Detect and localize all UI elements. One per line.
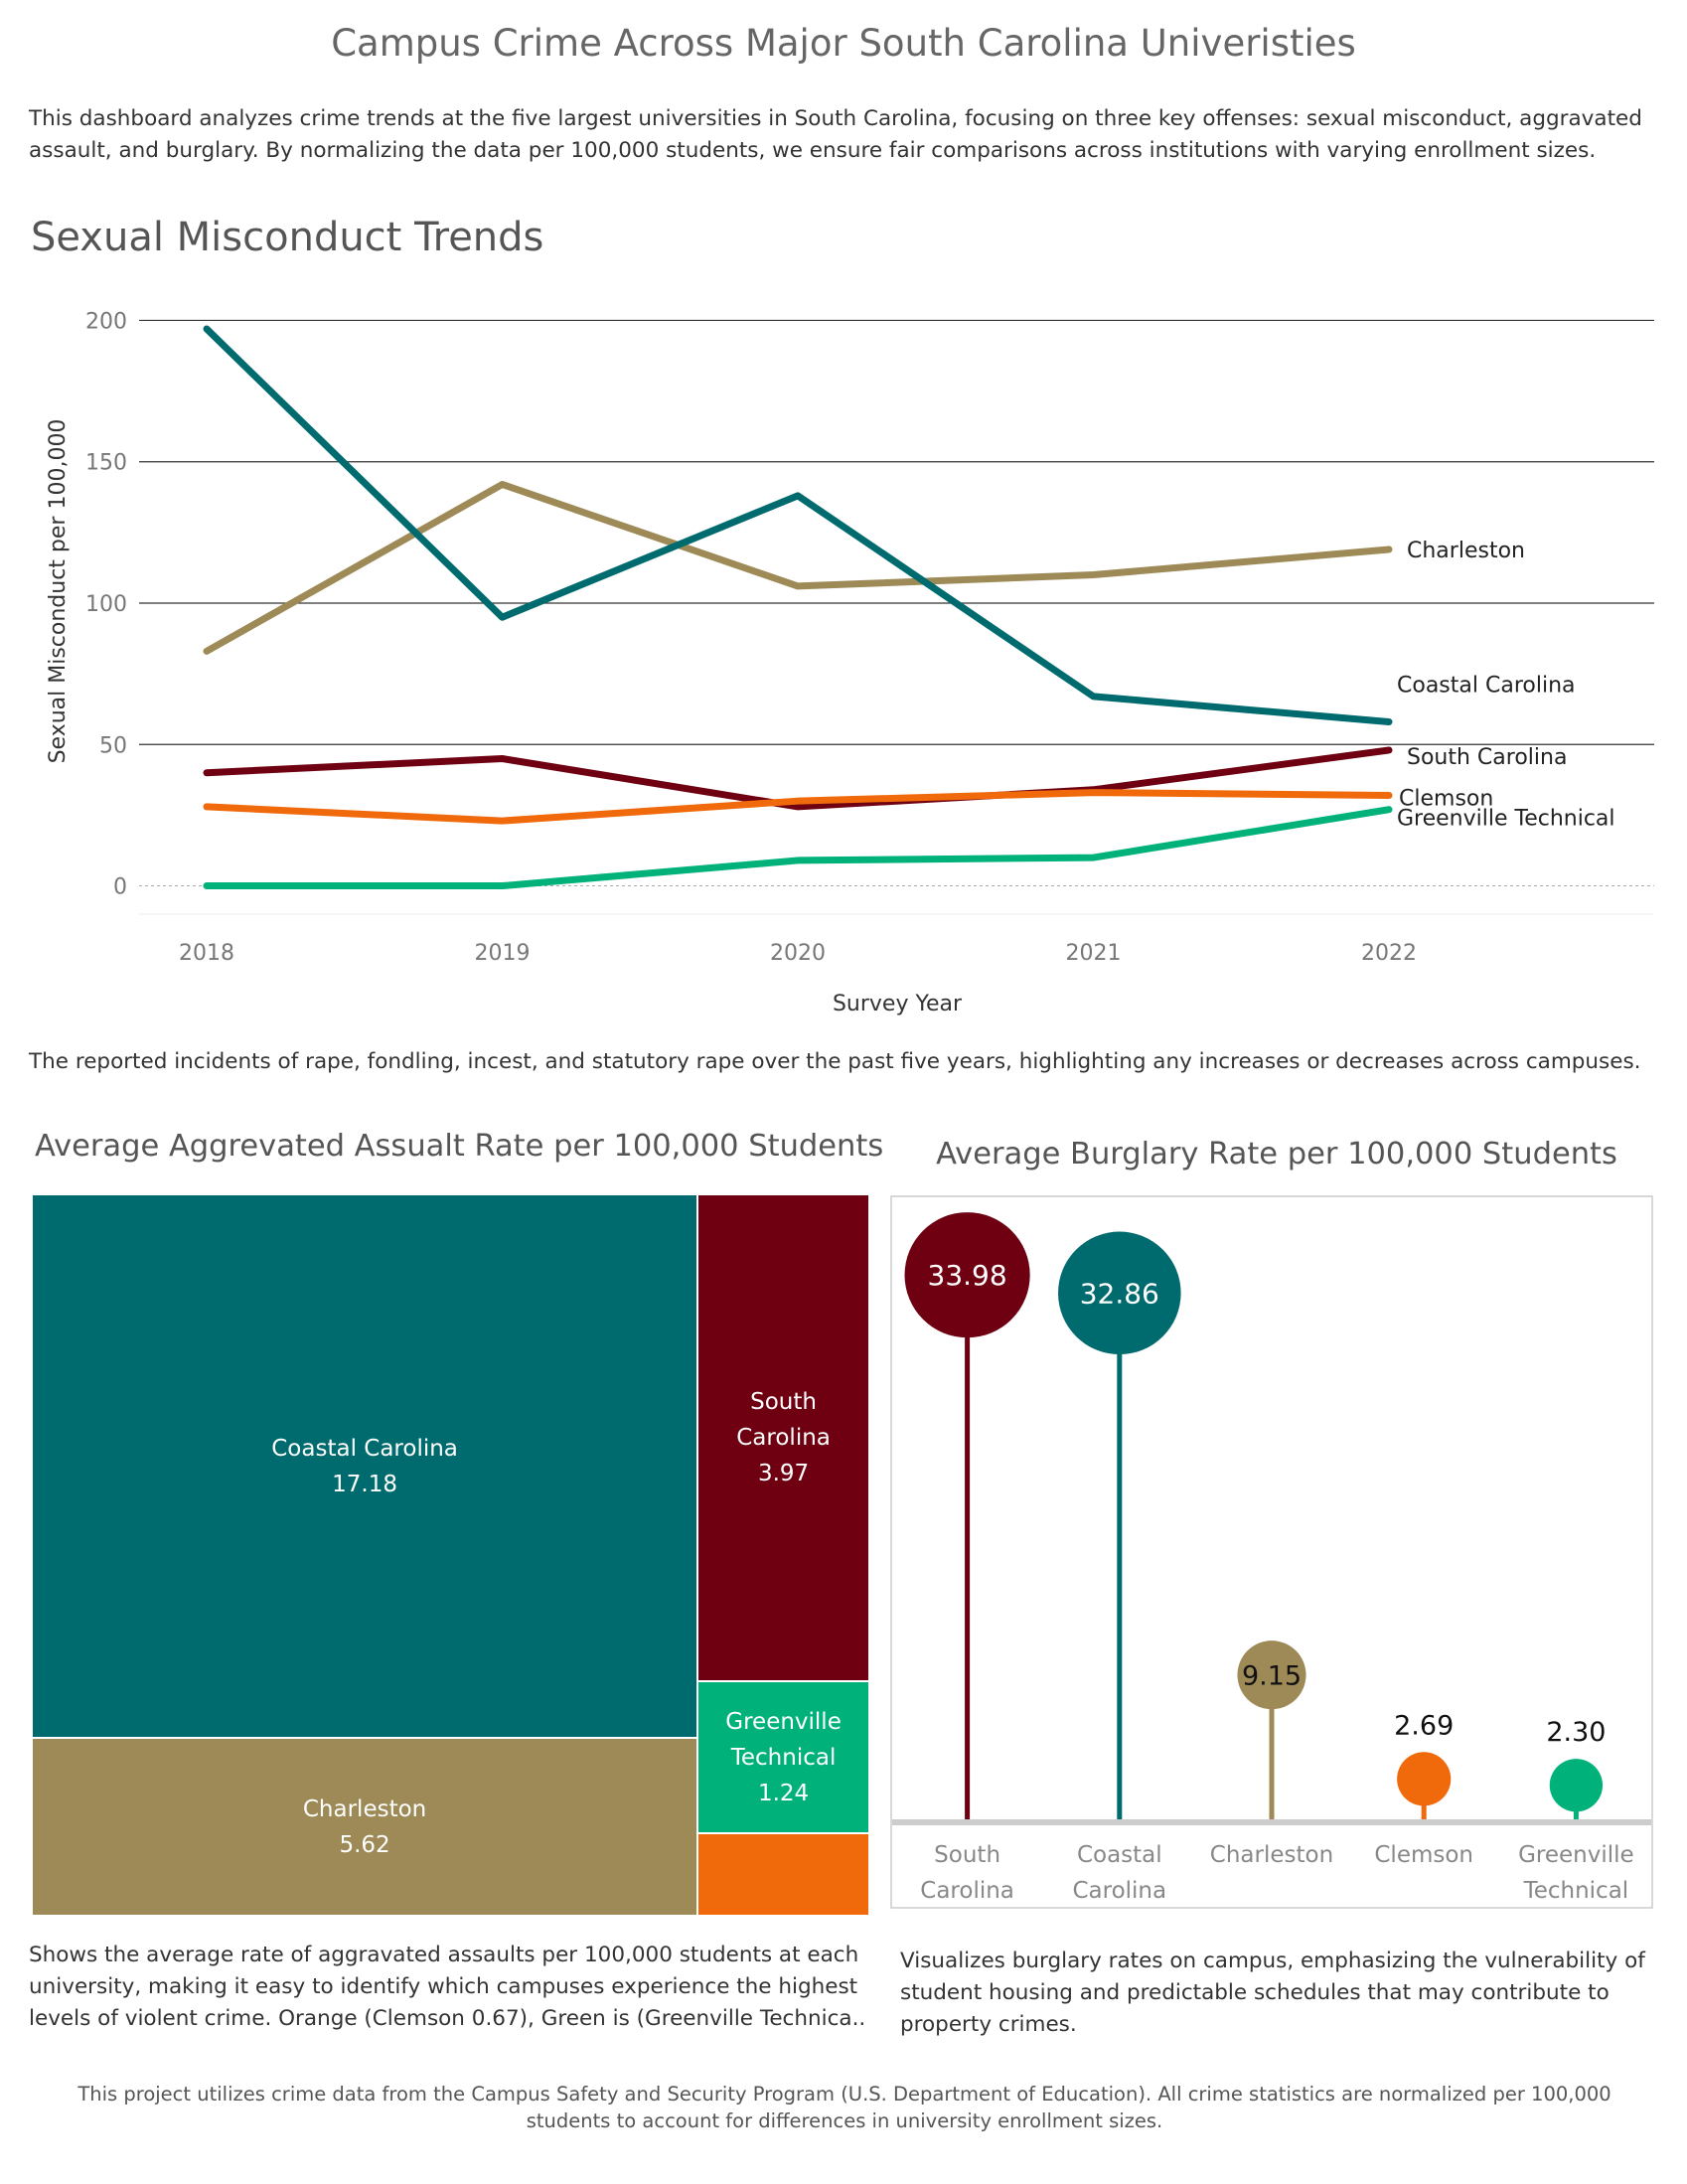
treemap-tile-greenville-technical: Greenville Technical 1.24 xyxy=(697,1681,869,1834)
category-label-greenville-technical: Greenville xyxy=(1518,1842,1634,1868)
treemap-tile-clemson xyxy=(697,1833,869,1916)
x-tick-label: 2021 xyxy=(1066,941,1122,966)
lollipop-value-charleston: 9.15 xyxy=(1242,1661,1302,1692)
y-tick-label: 50 xyxy=(99,733,127,758)
footer-note: This project utilizes crime data from th… xyxy=(77,2083,1611,2132)
aggravated-assault-treemap: Coastal Carolina 17.18 Charleston 5.62 South… xyxy=(32,1194,869,1916)
sexual-misconduct-line-chart: 0 50 100 150 200 2018 2019 2020 2021 2022 Survey Y… xyxy=(46,309,1654,1016)
treemap-label: Carolina xyxy=(736,1425,831,1452)
treemap-title: Average Aggrevated Assualt Rate per 100,… xyxy=(35,1129,884,1164)
series-line-coastal-carolina xyxy=(203,325,1393,726)
line-chart-caption: The reported incidents of rape, fondling… xyxy=(29,1049,1641,1074)
series-line-clemson xyxy=(203,789,1393,825)
x-tick-label: 2022 xyxy=(1361,941,1417,966)
category-label-clemson: Clemson xyxy=(1374,1842,1473,1868)
series-line-greenville-technical xyxy=(203,806,1393,890)
lollipop-value-clemson: 2.69 xyxy=(1394,1710,1454,1741)
treemap-label: South xyxy=(750,1389,817,1416)
treemap-label: Charleston xyxy=(302,1795,427,1822)
series-line-charleston xyxy=(203,480,1393,655)
y-tick-label: 100 xyxy=(85,592,127,617)
y-tick-label: 200 xyxy=(85,309,127,334)
treemap-label: Coastal Carolina xyxy=(271,1435,458,1462)
series-label-charleston: Charleston xyxy=(1407,539,1525,563)
lollipop-head-greenville-technical xyxy=(1549,1759,1604,1812)
series-label-clemson: Clemson xyxy=(1399,786,1493,811)
x-tick-label: 2020 xyxy=(770,941,826,966)
category-label-coastal-carolina: Coastal xyxy=(1077,1842,1162,1868)
lollipop-caption: Visualizes burglary rates on campus, emp… xyxy=(900,1949,1645,2037)
treemap-label: Technical xyxy=(730,1744,837,1771)
series-label-greenville-technical: Greenville Technical xyxy=(1397,807,1615,832)
lollipop-head-clemson xyxy=(1397,1752,1452,1806)
dashboard-title: Campus Crime Across Major South Carolina… xyxy=(331,22,1356,65)
lollipop-head-coastal-carolina xyxy=(1058,1231,1181,1355)
treemap-tile-charleston: Charleston 5.62 xyxy=(32,1738,698,1916)
y-tick-label: 150 xyxy=(85,451,127,476)
category-label-charleston: Charleston xyxy=(1210,1842,1333,1868)
y-axis-title: Sexual Misconduct per 100,000 xyxy=(46,419,71,764)
x-axis-title: Survey Year xyxy=(833,992,963,1016)
treemap-value: 1.24 xyxy=(757,1780,810,1806)
category-label-coastal-carolina: Carolina xyxy=(1072,1878,1166,1904)
x-tick-label: 2019 xyxy=(475,941,531,966)
treemap-value: 17.18 xyxy=(332,1471,397,1497)
line-chart-title: Sexual Misconduct Trends xyxy=(31,215,544,260)
lollipop-head-charleston xyxy=(1237,1640,1306,1710)
series-line-south-carolina xyxy=(203,746,1393,811)
lollipop-title: Average Burglary Rate per 100,000 Studen… xyxy=(936,1137,1617,1171)
treemap-caption: Shows the average rate of aggravated ass… xyxy=(29,1943,866,2031)
series-label-south-carolina: South Carolina xyxy=(1407,745,1567,770)
y-tick-label: 0 xyxy=(113,875,127,900)
dashboard-intro: This dashboard analyzes crime trends at … xyxy=(29,106,1642,163)
category-label-south-carolina: Carolina xyxy=(920,1878,1014,1904)
lollipop-value-greenville-technical: 2.30 xyxy=(1546,1717,1606,1748)
treemap-label: Greenville xyxy=(725,1708,842,1735)
treemap-tile-coastal-carolina: Coastal Carolina 17.18 xyxy=(32,1194,698,1739)
lollipop-value-south-carolina: 33.98 xyxy=(928,1259,1007,1292)
burglary-lollipop-chart: 33.98 South Carolina 32.86 Coastal Carolina 9.… xyxy=(890,1195,1653,1909)
treemap-value: 5.62 xyxy=(339,1831,390,1858)
category-label-greenville-technical: Technical xyxy=(1523,1878,1629,1904)
lollipop-head-south-carolina xyxy=(904,1212,1030,1338)
category-label-south-carolina: South xyxy=(934,1842,1000,1868)
series-label-coastal-carolina: Coastal Carolina xyxy=(1397,674,1576,699)
treemap-tile-south-carolina: South Carolina 3.97 xyxy=(697,1194,869,1682)
lollipop-value-coastal-carolina: 32.86 xyxy=(1080,1277,1159,1310)
treemap-value: 3.97 xyxy=(757,1461,810,1487)
x-tick-label: 2018 xyxy=(179,941,234,966)
